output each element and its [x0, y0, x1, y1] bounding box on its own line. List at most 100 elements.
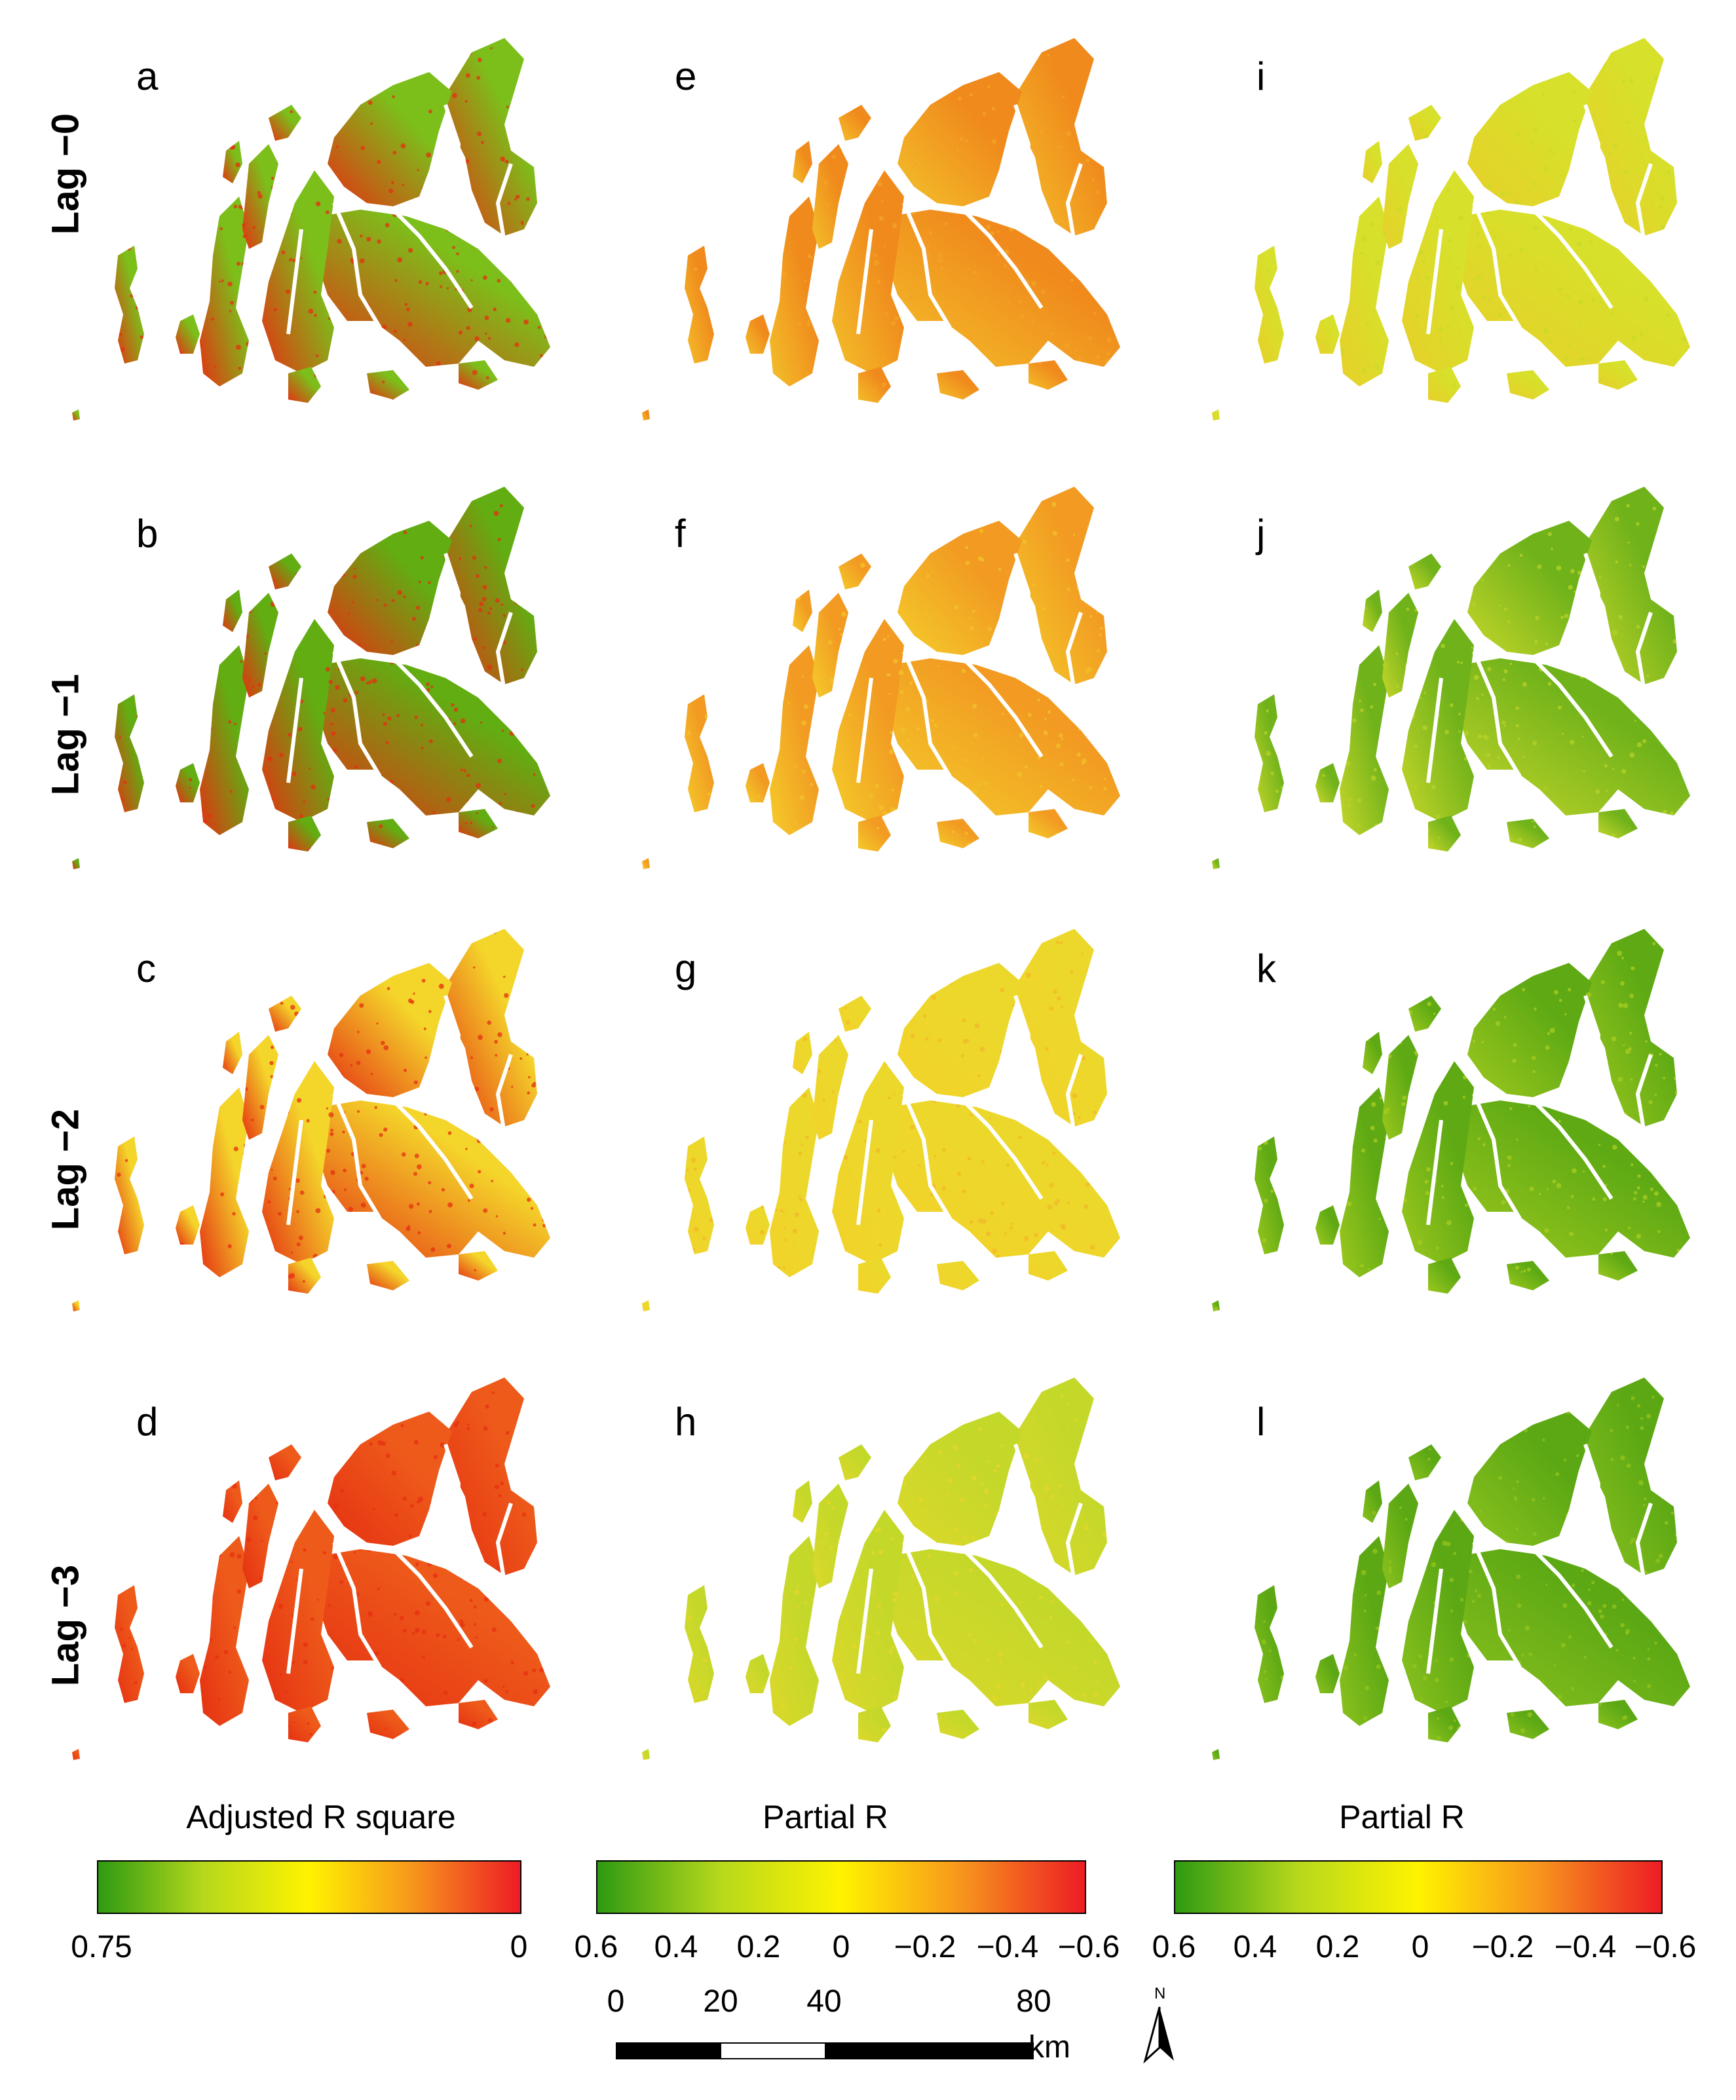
island	[858, 1258, 891, 1294]
island	[200, 197, 249, 386]
island	[1255, 246, 1284, 364]
island	[459, 360, 498, 390]
map-panel-l	[1192, 1372, 1729, 1791]
river	[1065, 163, 1083, 243]
north-label: N	[1154, 1985, 1166, 2002]
river	[1426, 1119, 1443, 1226]
island	[937, 370, 979, 400]
island	[72, 1300, 80, 1311]
colorbar-partial-r-right	[1174, 1860, 1663, 1914]
map-panel-f	[622, 481, 1160, 901]
island	[1402, 1061, 1474, 1264]
river	[1013, 1444, 1031, 1563]
map-svg	[1212, 1378, 1690, 1760]
island	[685, 246, 714, 364]
island	[314, 210, 550, 367]
panel-letter-i: i	[1256, 54, 1266, 98]
river	[286, 1119, 303, 1226]
island	[793, 1032, 812, 1074]
map-panel-k	[1192, 924, 1729, 1343]
island	[1598, 360, 1638, 390]
island	[1015, 487, 1107, 684]
river	[443, 553, 461, 672]
tick-label: −0.4	[1554, 1930, 1617, 1964]
island	[269, 105, 301, 141]
island	[1598, 809, 1638, 838]
island	[1402, 1510, 1474, 1713]
river	[332, 1541, 382, 1668]
island	[445, 487, 537, 684]
river	[961, 208, 1044, 309]
river	[391, 208, 474, 309]
island	[1467, 1412, 1592, 1546]
river	[1531, 656, 1613, 758]
map-panel-i	[1192, 33, 1729, 452]
river	[1426, 229, 1443, 335]
river	[332, 1093, 382, 1220]
island	[1585, 1378, 1677, 1575]
island	[1315, 1654, 1340, 1693]
island	[223, 1480, 242, 1523]
island	[1454, 210, 1690, 367]
river	[1426, 677, 1443, 783]
island	[1028, 1700, 1068, 1729]
island	[459, 1251, 498, 1281]
island	[72, 858, 80, 869]
island	[745, 763, 770, 802]
island	[1467, 521, 1592, 655]
island	[328, 963, 452, 1097]
island	[223, 590, 242, 632]
island	[839, 105, 871, 141]
island	[1363, 1480, 1382, 1523]
island	[642, 1300, 650, 1311]
island	[176, 314, 200, 354]
river	[1426, 1568, 1443, 1674]
tick-label: −0.4	[976, 1930, 1039, 1964]
scale-label-40: 40	[806, 1984, 842, 2019]
island	[745, 1205, 770, 1245]
river	[856, 1119, 873, 1226]
island	[1507, 1261, 1549, 1290]
colorbar-partial-r-middle	[596, 1860, 1086, 1914]
tick-label: 0.75	[71, 1930, 132, 1964]
island	[115, 1585, 144, 1703]
tick-label: −0.2	[894, 1930, 956, 1964]
map-panel-b	[52, 481, 590, 901]
river	[443, 1444, 461, 1563]
island	[1467, 963, 1592, 1097]
river	[1065, 1054, 1083, 1134]
island	[1428, 816, 1461, 852]
island	[1015, 1378, 1107, 1575]
island	[269, 553, 301, 590]
island	[1467, 72, 1592, 206]
river	[902, 202, 952, 329]
island	[937, 819, 979, 848]
island	[685, 694, 714, 812]
island	[1340, 1087, 1389, 1277]
island	[1408, 553, 1441, 590]
map-svg	[72, 487, 550, 869]
island	[1255, 1136, 1284, 1254]
river	[495, 1054, 513, 1134]
river	[961, 1547, 1044, 1649]
panel-letter-a: a	[136, 54, 159, 98]
tick-label: 0	[1411, 1930, 1429, 1964]
island	[223, 1032, 242, 1074]
island	[1363, 141, 1382, 183]
tick-label: −0.6	[1634, 1930, 1697, 1964]
island	[314, 658, 550, 816]
island	[1212, 409, 1220, 421]
island	[745, 314, 770, 354]
island	[223, 141, 242, 183]
map-svg	[642, 1378, 1120, 1760]
panel-letter-k: k	[1256, 947, 1276, 990]
island	[288, 816, 321, 852]
island	[1454, 1549, 1690, 1706]
island	[812, 1035, 848, 1140]
island	[262, 170, 334, 373]
colorbar-adjusted-r-square	[97, 1860, 521, 1914]
island	[176, 1654, 200, 1693]
island	[328, 1412, 452, 1546]
island	[72, 409, 80, 421]
island	[1028, 809, 1068, 838]
